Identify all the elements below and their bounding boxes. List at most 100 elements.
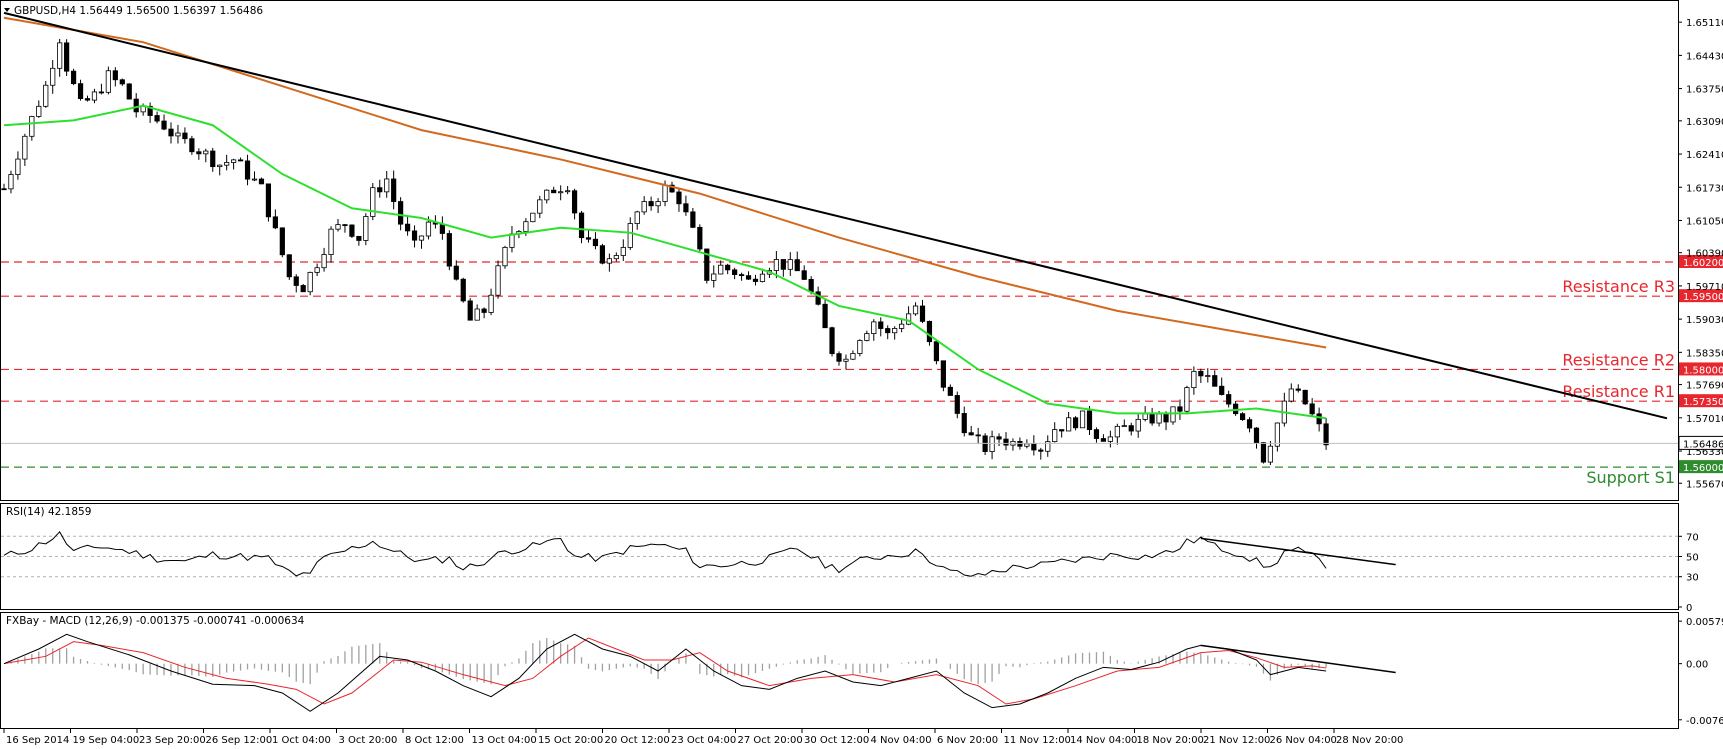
candle-body (718, 264, 724, 275)
candle (502, 245, 508, 269)
candle (725, 263, 731, 275)
candle-body (258, 178, 265, 185)
candle (836, 351, 842, 366)
candle (857, 339, 863, 357)
candle-body (1253, 427, 1260, 444)
candle (1302, 389, 1308, 405)
macd-pane-frame (0, 612, 1679, 729)
candle-body (878, 321, 884, 329)
candle (1267, 441, 1274, 465)
candle-body (1288, 388, 1294, 402)
candle-body (1079, 410, 1086, 429)
candle (411, 225, 418, 248)
candle-body (1086, 410, 1093, 431)
price-tick-label: 1.59710 (1686, 282, 1723, 293)
candle-body (912, 305, 919, 315)
macd-pane: 0.005798 0.00 -0.007654 FXBay - MACD (12,2… (0, 612, 1723, 729)
candle (1128, 422, 1134, 436)
time-tick-label: 1 Oct 04:00 (272, 735, 331, 746)
candle (474, 304, 480, 321)
candle (620, 239, 626, 261)
candle-body (363, 216, 369, 241)
candle-body (70, 70, 77, 85)
candle (1323, 418, 1329, 450)
candle (878, 317, 884, 337)
candle (244, 154, 251, 186)
time-tick-label: 14 Nov 04:00 (1070, 735, 1137, 746)
candle-body (509, 233, 515, 248)
candle-body (871, 321, 877, 335)
candle (968, 425, 974, 436)
candle (1309, 398, 1315, 416)
level-name-label: Support S1 (1586, 468, 1675, 487)
candle-body (1323, 423, 1329, 446)
candle-body (1177, 406, 1183, 412)
candle (1253, 427, 1260, 449)
candle-body (1302, 389, 1308, 405)
candle-body (321, 254, 327, 269)
candle-body (558, 191, 564, 194)
candle-body (551, 189, 557, 194)
macd-title: FXBay - MACD (12,26,9) -0.001375 -0.0007… (6, 615, 305, 627)
candle (711, 265, 717, 288)
candle-body (43, 84, 49, 107)
candle-body (398, 201, 404, 225)
candle-body (91, 91, 98, 101)
time-tick-label: 11 Nov 12:00 (1004, 735, 1071, 746)
candle (29, 115, 35, 141)
price-tick-label: 1.63090 (1686, 117, 1723, 128)
candle (328, 226, 334, 263)
candle (905, 306, 912, 326)
candle-body (697, 226, 703, 250)
candle-body (752, 278, 759, 282)
candle-body (919, 305, 926, 322)
candle-body (77, 83, 84, 99)
time-axis: 16 Sep 2014 19 Sep 04:00 23 Sep 20:00 26 Se… (3, 729, 1403, 746)
candle (794, 251, 800, 272)
candle (105, 66, 111, 95)
candle (1184, 385, 1190, 415)
candle-body (182, 132, 188, 140)
candle (126, 83, 132, 100)
candle-body (815, 291, 821, 305)
candle (22, 133, 28, 166)
candle (634, 210, 640, 230)
candle-body (1045, 441, 1051, 452)
candle (286, 254, 292, 280)
candle-body (15, 158, 21, 175)
candle-body (544, 189, 550, 201)
candle (585, 229, 592, 243)
candle (599, 243, 606, 265)
candle (460, 277, 466, 303)
collapse-arrow-icon[interactable] (4, 8, 10, 12)
candle-body (780, 259, 786, 270)
rsi-tick-label: 30 (1686, 573, 1699, 584)
candle-body (537, 199, 543, 214)
candle (84, 95, 91, 102)
candle-body (620, 247, 626, 256)
candle-body (1191, 370, 1197, 389)
candle-body (836, 353, 842, 362)
price-tick-label: 1.56330 (1686, 447, 1723, 458)
candle-body (1, 188, 7, 191)
candle-body (1093, 429, 1100, 439)
candle-body (377, 187, 383, 193)
time-tick-label: 15 Oct 20:00 (538, 735, 603, 746)
candle-body (286, 254, 292, 278)
candle (1, 183, 7, 191)
candle (843, 354, 849, 370)
candle-body (801, 270, 807, 280)
candle-body (683, 203, 689, 213)
candle (1066, 412, 1072, 432)
candle-body (523, 221, 529, 232)
time-tick-label: 3 Oct 20:00 (339, 735, 398, 746)
price-tick-label: 1.57690 (1686, 381, 1723, 392)
candle (1107, 430, 1113, 448)
candle-body (613, 255, 619, 260)
candle (1212, 370, 1218, 387)
candle (933, 341, 940, 365)
candle (1219, 377, 1225, 396)
macd-axis: 0.005798 0.00 -0.007654 (1678, 617, 1723, 727)
level-price-tag (1679, 394, 1723, 408)
candle (676, 188, 682, 212)
